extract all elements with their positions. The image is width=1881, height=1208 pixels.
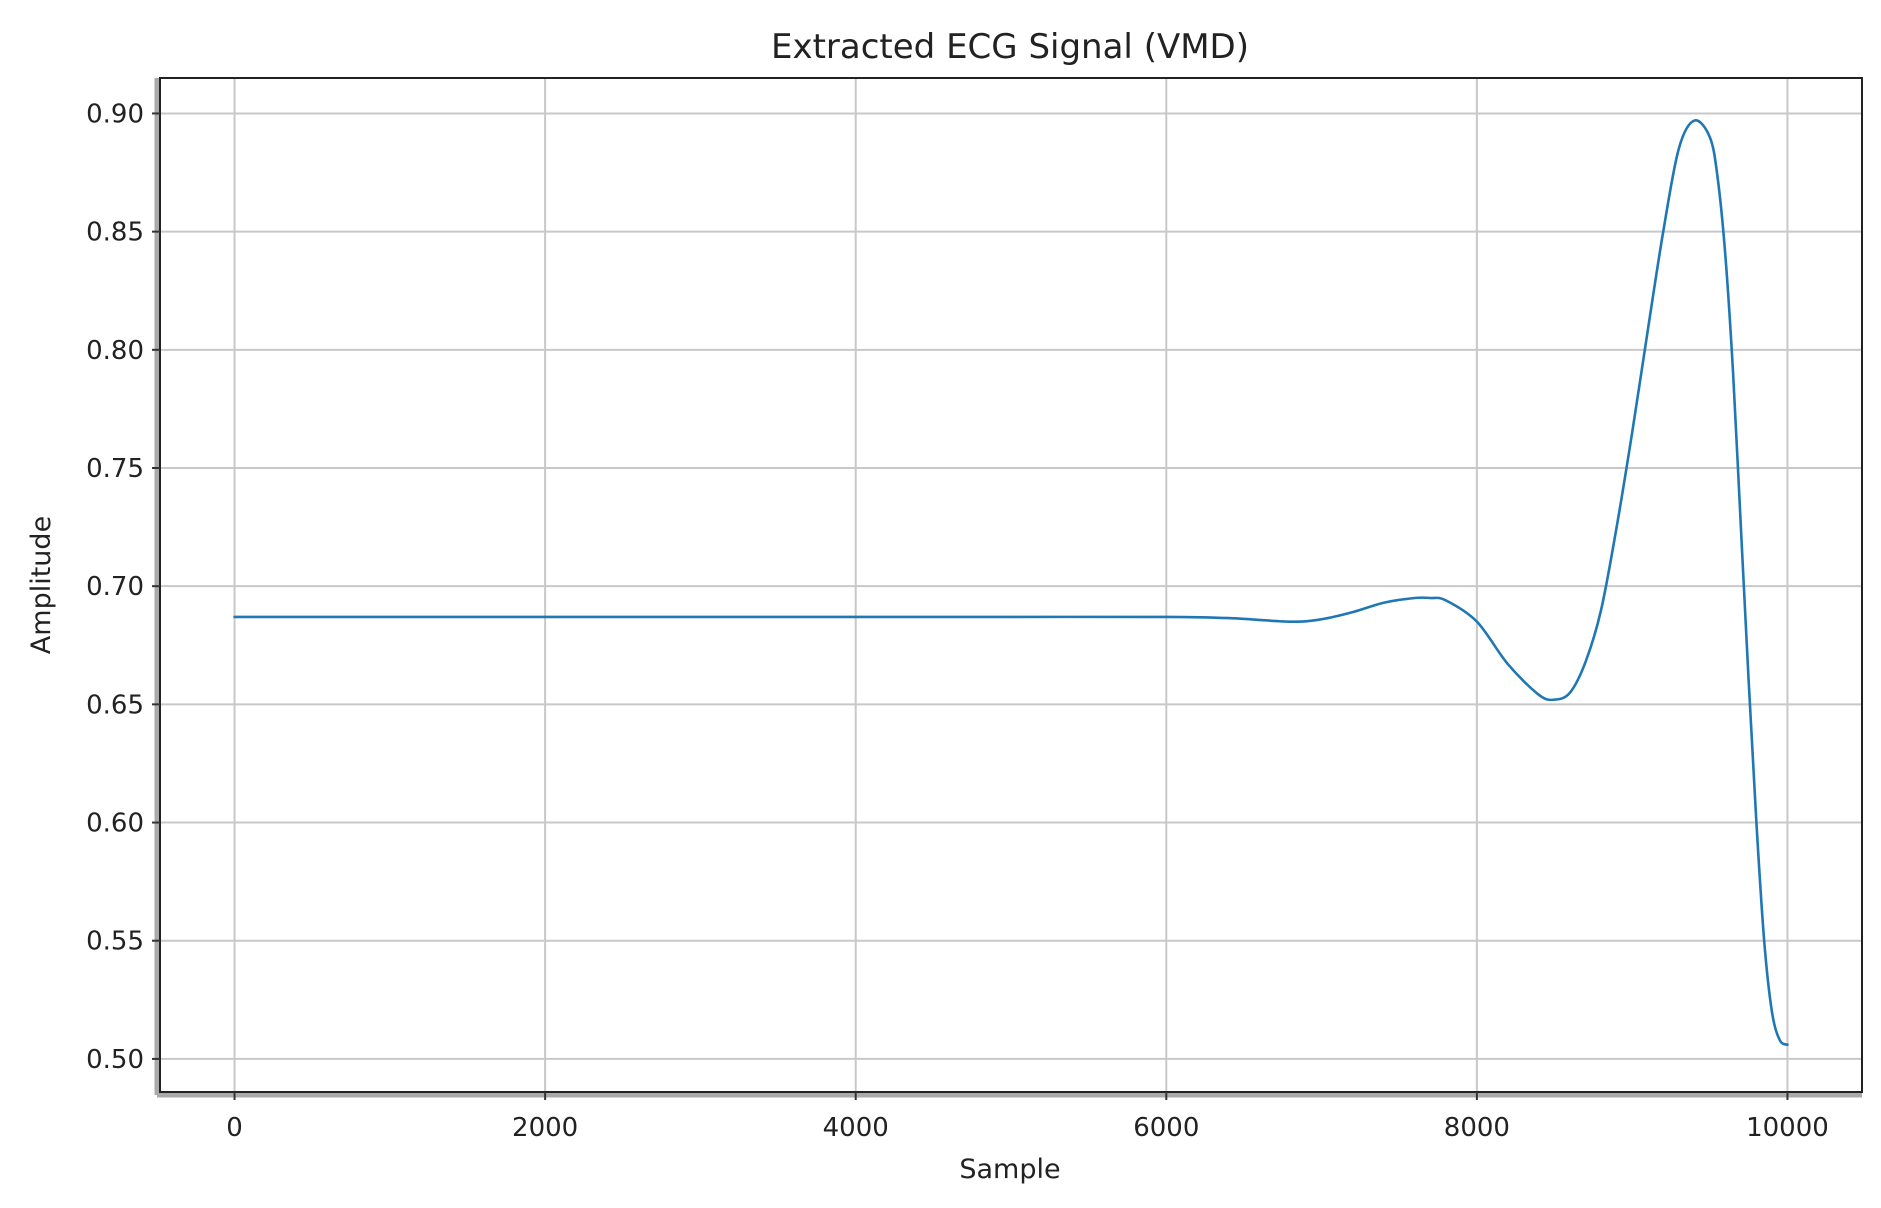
x-tick-label: 2000 <box>512 1113 578 1143</box>
y-axis-ticks: 0.50 0.55 0.60 0.65 0.70 0.75 0.80 0.85 0.90 <box>86 99 160 1075</box>
y-tick-label: 0.55 <box>86 927 144 957</box>
series-layer <box>233 119 1789 1047</box>
y-tick-label: 0.70 <box>86 572 144 602</box>
y-tick-label: 0.85 <box>86 218 144 248</box>
grid <box>160 78 1862 1092</box>
y-tick-label: 0.60 <box>86 809 144 839</box>
y-tick-label: 0.90 <box>86 99 144 129</box>
y-tick-label: 0.65 <box>86 690 144 720</box>
y-tick-label: 0.80 <box>86 336 144 366</box>
x-axis-label: Sample <box>959 1154 1060 1185</box>
ecg-signal-line <box>233 119 1789 1047</box>
x-tick-label: 8000 <box>1444 1113 1510 1143</box>
y-tick-label: 0.75 <box>86 454 144 484</box>
y-tick-label: 0.50 <box>86 1045 144 1075</box>
plot-frame <box>159 77 1863 1093</box>
x-tick-label: 10000 <box>1746 1113 1829 1143</box>
chart-title: Extracted ECG Signal (VMD) <box>771 27 1249 67</box>
x-tick-label: 0 <box>226 1113 243 1143</box>
x-tick-label: 6000 <box>1133 1113 1199 1143</box>
y-axis-label: Amplitude <box>26 516 57 654</box>
x-axis-ticks: 0 2000 4000 6000 8000 10000 <box>226 1092 1829 1143</box>
x-tick-label: 4000 <box>823 1113 889 1143</box>
